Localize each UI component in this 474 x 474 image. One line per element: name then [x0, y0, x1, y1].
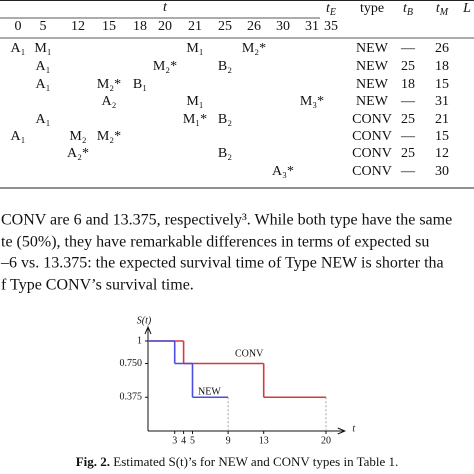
tm-cell: 12 [435, 146, 449, 161]
event-cell: A₁ [11, 129, 26, 144]
time-point: 15 [102, 19, 116, 34]
event-cell: M₂* [242, 41, 266, 56]
paragraph-line: CONV are 6 and 13.375, respectively³. Wh… [1, 212, 452, 229]
x-tick-label: 13 [259, 435, 269, 446]
x-axis-label: t [352, 423, 355, 434]
time-point: 20 [158, 19, 172, 34]
x-tick-label: 3 [172, 435, 177, 446]
x-tick-label: 9 [226, 435, 231, 446]
event-cell: A₂* [67, 146, 89, 161]
header-sub: B [407, 7, 413, 18]
event-cell: A₁ [36, 77, 51, 92]
header-sub: M [439, 7, 449, 18]
tb-cell: — [400, 94, 416, 109]
x-tick-label: 20 [321, 435, 331, 446]
y-tick-label: 0.750 [120, 358, 143, 369]
y-tick-label: 1 [137, 335, 142, 346]
tb-cell: 25 [401, 146, 415, 161]
event-cell: M₂ [69, 129, 86, 144]
time-point: 30 [276, 19, 290, 34]
type-cell: NEW [356, 59, 389, 74]
figure-caption: Fig. 2. Estimated S(t)’s for NEW and CON… [76, 454, 399, 469]
time-point: 18 [133, 19, 147, 34]
type-cell: CONV [352, 164, 392, 179]
event-cell: A₁ [36, 112, 51, 127]
event-cell: M₂* [97, 77, 121, 92]
tb-cell: — [400, 164, 416, 179]
header-base: type [360, 1, 384, 16]
tm-cell: 26 [435, 41, 449, 56]
event-cell: M₂* [97, 129, 121, 144]
event-cell: B₂ [218, 112, 232, 127]
tb-cell: 25 [401, 59, 415, 74]
type-cell: CONV [352, 146, 392, 161]
header-sub: E [329, 7, 336, 18]
time-point: 21 [188, 19, 202, 34]
caption-label: Fig. 2. [76, 454, 110, 469]
event-cell: B₂ [218, 146, 232, 161]
event-cell: M₁ [186, 94, 203, 109]
type-cell: CONV [352, 112, 392, 127]
table-header: tM [436, 1, 449, 18]
tm-cell: 21 [435, 112, 449, 127]
y-axis-label: S(t) [137, 315, 152, 326]
tm-cell: 15 [435, 77, 449, 92]
table-header: tB [403, 1, 413, 18]
event-cell: M₁ [186, 41, 203, 56]
event-cell: B₂ [218, 59, 232, 74]
table-header: t [163, 0, 168, 15]
time-point: 0 [15, 19, 22, 34]
time-point: 26 [247, 19, 261, 34]
tm-cell: 30 [435, 164, 449, 179]
event-cell: M₁ [34, 41, 51, 56]
time-point: 35 [324, 19, 338, 34]
tm-cell: 31 [435, 94, 449, 109]
event-cell: M₁* [183, 112, 207, 127]
tb-cell: — [400, 129, 416, 144]
x-tick-label: 4 [181, 435, 186, 446]
x-tick-label: 5 [190, 435, 195, 446]
event-cell: A₁ [11, 41, 26, 56]
table-header: type [360, 1, 384, 16]
type-cell: NEW [356, 77, 389, 92]
y-axis-arrow [144, 325, 152, 335]
tm-cell: 18 [435, 59, 449, 74]
time-point: 5 [40, 19, 47, 34]
paragraph-line: te (50%), they have remarkable differenc… [1, 234, 429, 251]
time-point: 31 [305, 19, 319, 34]
tb-cell: — [400, 41, 416, 56]
type-cell: CONV [352, 129, 392, 144]
type-cell: NEW [356, 94, 389, 109]
paragraph-line: f Type CONV’s survival time. [1, 277, 194, 294]
table-header: L [462, 1, 471, 16]
header-base: t [326, 1, 331, 16]
time-point: 12 [71, 19, 85, 34]
table-header: tE [326, 1, 336, 18]
paragraph-line: –6 vs. 13.375: the expected survival tim… [0, 255, 444, 272]
tm-cell: 15 [435, 129, 449, 144]
event-cell: M₃* [300, 94, 324, 109]
header-base: t [403, 1, 408, 16]
legend-label: NEW [198, 386, 221, 397]
time-point: 25 [218, 19, 232, 34]
y-tick-label: 0.375 [120, 392, 143, 403]
tb-cell: 18 [401, 77, 415, 92]
legend-label: CONV [235, 348, 264, 359]
event-cell: A₂ [102, 94, 117, 109]
type-cell: NEW [356, 41, 389, 56]
caption-text: Estimated S(t)’s for NEW and CONV types … [113, 454, 398, 469]
header-base: t [436, 1, 441, 16]
event-cell: A₁ [36, 59, 51, 74]
event-cell: M₂* [153, 59, 177, 74]
tb-cell: 25 [401, 112, 415, 127]
x-axis-arrow [337, 427, 347, 435]
header-base: L [462, 1, 471, 16]
event-cell: A₃* [272, 164, 294, 179]
event-cell: B₁ [133, 77, 147, 92]
